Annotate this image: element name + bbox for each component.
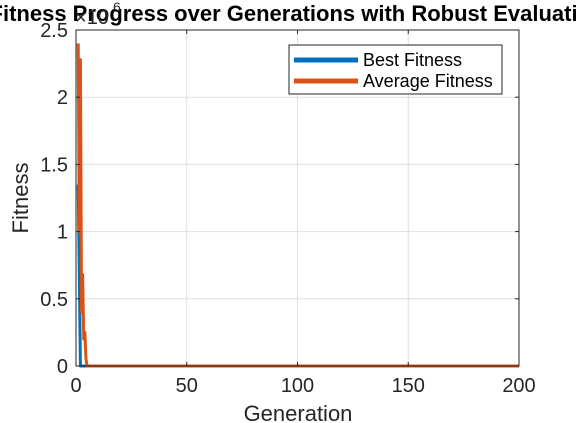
chart-title: Fitness Progress over Generations with R…: [0, 1, 576, 26]
x-tick-label: 100: [281, 375, 314, 397]
x-tick-label: 50: [176, 375, 198, 397]
y-exponent-prefix: ×: [75, 7, 87, 29]
y-tick-label: 2: [57, 87, 68, 109]
y-tick-label: 2.5: [40, 20, 68, 42]
legend-label-best-fitness: Best Fitness: [363, 50, 462, 70]
svg-text:×10: ×10: [75, 7, 109, 29]
x-tick-label: 150: [392, 375, 425, 397]
y-exponent-base: 10: [87, 7, 109, 29]
y-tick-label: 1.5: [40, 154, 68, 176]
y-axis-label: Fitness: [8, 163, 33, 234]
x-axis-label: Generation: [244, 401, 353, 423]
y-tick-label: 0: [57, 356, 68, 378]
y-exponent-power: 6: [113, 0, 121, 15]
x-tick-label: 0: [70, 375, 81, 397]
y-tick-label: 1: [57, 222, 68, 244]
x-tick-label: 200: [502, 375, 535, 397]
y-axis: 0 0.5 1 1.5 2 2.5: [40, 20, 519, 378]
y-tick-label: 0.5: [40, 289, 68, 311]
legend-box: [288, 44, 503, 95]
y-exponent-label: ×10 6: [75, 0, 121, 29]
x-axis: 0 50 100 150 200: [70, 30, 536, 397]
legend-label-average-fitness: Average Fitness: [363, 71, 493, 91]
